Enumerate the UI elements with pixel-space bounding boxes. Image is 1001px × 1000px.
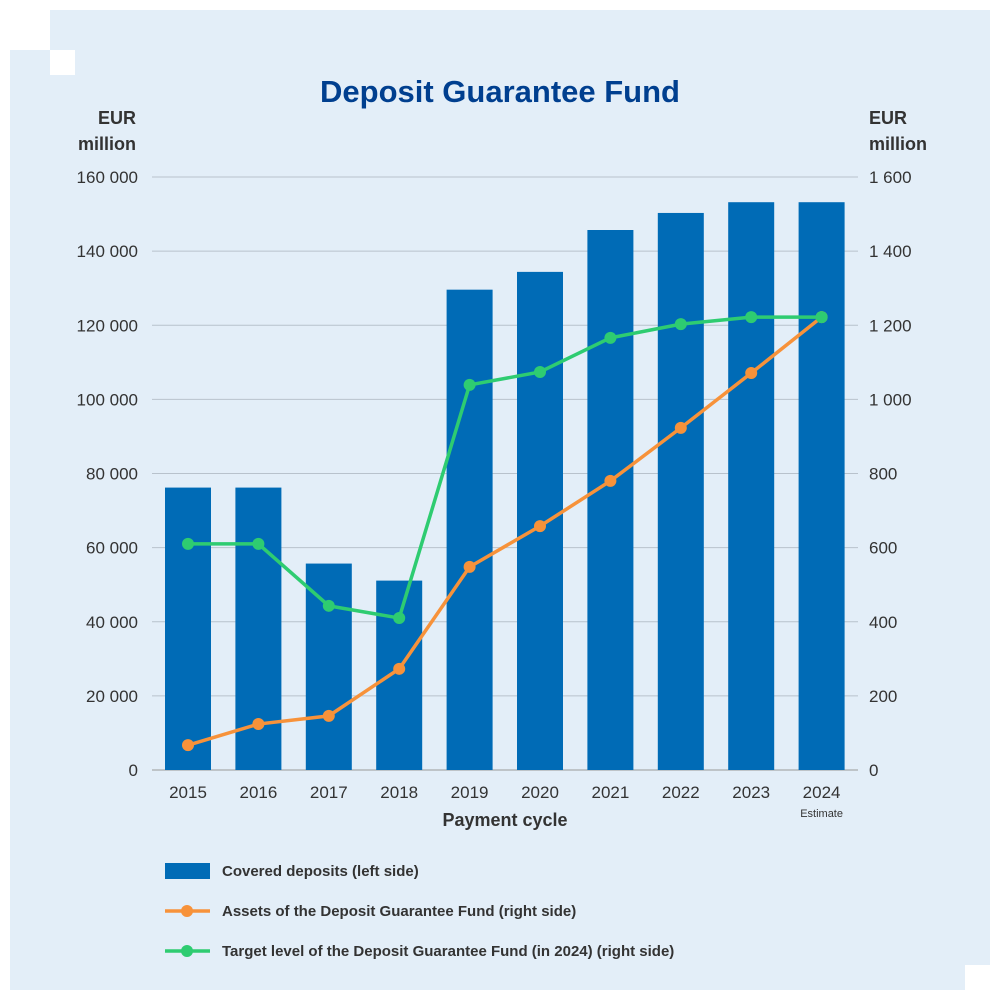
point-2017 <box>322 599 335 612</box>
x-tick-label: 2021 <box>591 783 629 802</box>
x-tick-label: 2019 <box>451 783 489 802</box>
point-2015 <box>182 739 194 752</box>
bar-2023 <box>728 202 775 770</box>
legend-swatch-marker <box>181 945 193 957</box>
right-tick-label: 1 600 <box>869 168 912 187</box>
x-tick-label: 2020 <box>521 783 559 802</box>
left-tick-label: 20 000 <box>86 687 138 706</box>
corner-notch <box>50 50 75 75</box>
point-2023 <box>745 311 758 324</box>
point-2016 <box>252 537 265 550</box>
left-tick-label: 0 <box>129 761 138 780</box>
right-tick-label: 1 400 <box>869 242 912 261</box>
x-tick-label: 2017 <box>310 783 348 802</box>
bar-2018 <box>376 580 423 770</box>
right-tick-label: 1 000 <box>869 390 912 409</box>
point-2016 <box>252 718 265 731</box>
right-tick-label: 400 <box>869 613 897 632</box>
point-2019 <box>463 378 476 391</box>
legend-label: Covered deposits (left side) <box>222 863 419 880</box>
point-2023 <box>745 367 758 380</box>
estimate-note: Estimate <box>800 808 843 820</box>
right-tick-label: 800 <box>869 465 897 484</box>
x-tick-label: 2024 <box>803 783 841 802</box>
point-2021 <box>604 474 617 487</box>
right-tick-label: 0 <box>869 761 878 780</box>
point-2018 <box>393 662 406 675</box>
right-axis-unit: EUR million <box>869 108 927 154</box>
bar-2024 <box>798 202 845 770</box>
bar-2017 <box>305 563 352 770</box>
x-tick-label: 2022 <box>662 783 700 802</box>
bar-2021 <box>587 229 634 770</box>
left-tick-label: 160 000 <box>77 168 138 187</box>
x-tick-label: 2018 <box>380 783 418 802</box>
bar-2015 <box>165 487 211 770</box>
chart-title: Deposit Guarantee Fund <box>320 74 680 109</box>
left-tick-label: 80 000 <box>86 465 138 484</box>
x-axis-label: Payment cycle <box>442 810 567 830</box>
bar-2022 <box>657 212 704 770</box>
legend-swatch-bar <box>165 863 210 879</box>
point-2022 <box>674 318 687 331</box>
left-tick-label: 120 000 <box>77 316 138 335</box>
left-tick-label: 140 000 <box>77 242 138 261</box>
legend-label: Target level of the Deposit Guarantee Fu… <box>222 943 674 960</box>
point-2017 <box>322 709 335 722</box>
left-tick-label: 60 000 <box>86 539 138 558</box>
point-2015 <box>182 537 194 550</box>
left-tick-label: 40 000 <box>86 613 138 632</box>
point-2019 <box>463 560 476 573</box>
legend-swatch-marker <box>181 905 193 917</box>
right-tick-label: 1 200 <box>869 316 912 335</box>
x-tick-label: 2023 <box>732 783 770 802</box>
legend-label: Assets of the Deposit Guarantee Fund (ri… <box>222 903 576 920</box>
left-axis-unit: EUR million <box>78 108 136 154</box>
x-tick-label: 2015 <box>169 783 207 802</box>
point-2020 <box>534 365 546 378</box>
series-line <box>187 315 823 747</box>
point-2020 <box>534 520 546 533</box>
point-2018 <box>393 612 406 625</box>
right-tick-label: 200 <box>869 687 897 706</box>
left-tick-label: 100 000 <box>77 390 138 409</box>
x-tick-label: 2016 <box>239 783 277 802</box>
point-2024 <box>815 311 828 324</box>
right-tick-label: 600 <box>869 539 897 558</box>
point-2021 <box>604 331 617 344</box>
series-line <box>188 315 822 621</box>
point-2022 <box>674 421 687 434</box>
bar-2019 <box>446 289 493 770</box>
